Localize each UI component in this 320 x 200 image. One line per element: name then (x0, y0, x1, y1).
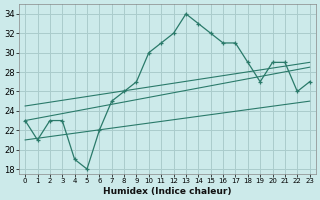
X-axis label: Humidex (Indice chaleur): Humidex (Indice chaleur) (103, 187, 232, 196)
